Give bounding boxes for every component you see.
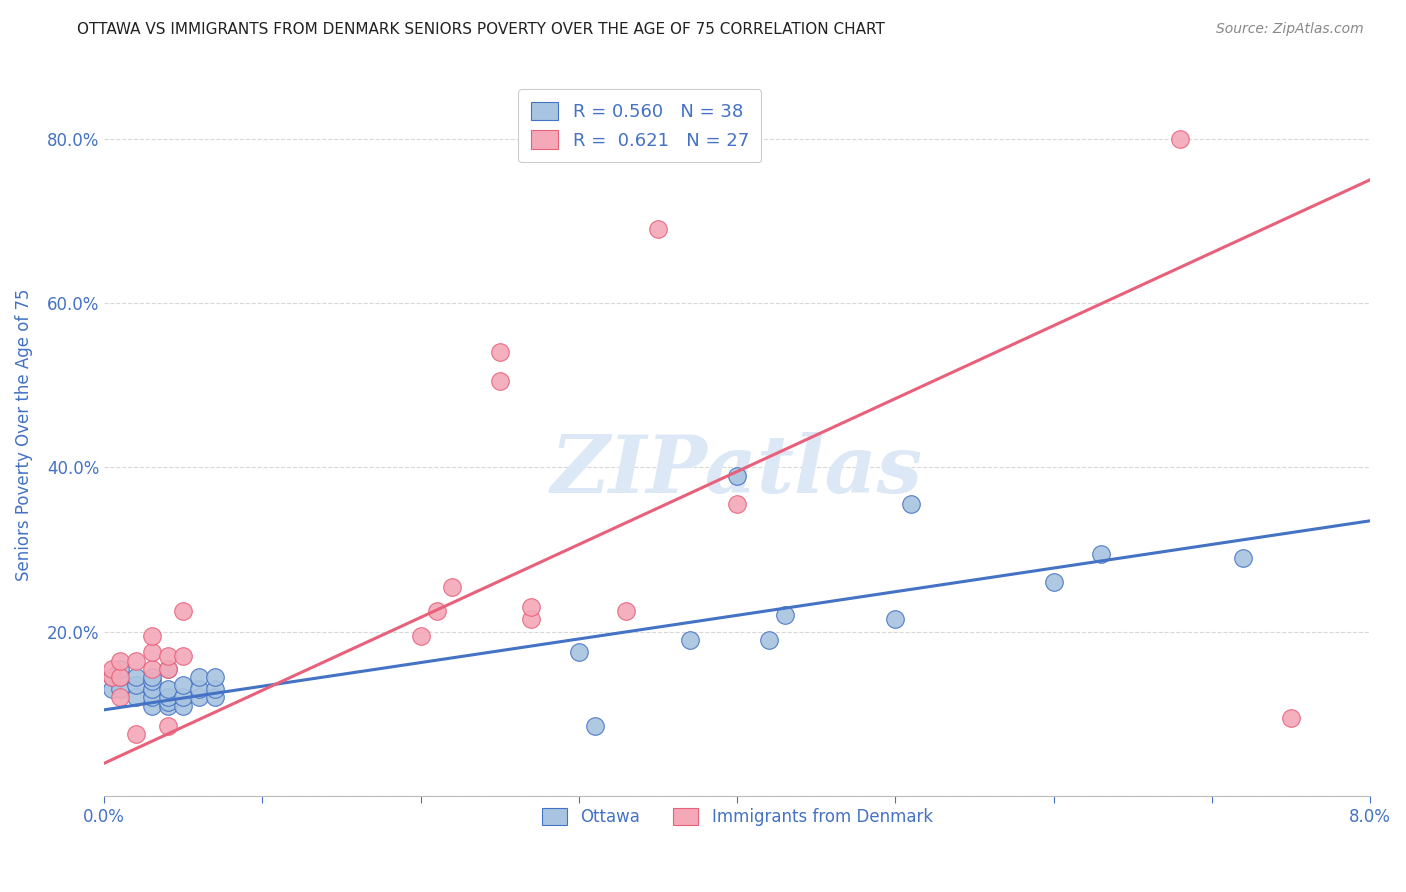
Point — [1168, 132, 1191, 146]
Point — [108, 682, 131, 697]
Point — [101, 682, 124, 697]
Point — [172, 604, 194, 618]
Point — [1232, 550, 1254, 565]
Point — [108, 670, 131, 684]
Text: Source: ZipAtlas.com: Source: ZipAtlas.com — [1216, 22, 1364, 37]
Point — [156, 649, 179, 664]
Point — [520, 600, 543, 615]
Point — [520, 612, 543, 626]
Point — [108, 653, 131, 667]
Point — [156, 719, 179, 733]
Point — [188, 682, 211, 697]
Point — [172, 690, 194, 705]
Point — [758, 632, 780, 647]
Point — [583, 719, 606, 733]
Point — [488, 345, 510, 359]
Point — [141, 682, 163, 697]
Point — [141, 629, 163, 643]
Point — [141, 690, 163, 705]
Point — [125, 727, 148, 741]
Point — [141, 698, 163, 713]
Point — [1090, 547, 1112, 561]
Point — [725, 497, 748, 511]
Point — [156, 682, 179, 697]
Point — [488, 374, 510, 388]
Point — [108, 690, 131, 705]
Point — [156, 662, 179, 676]
Point — [156, 695, 179, 709]
Legend: Ottawa, Immigrants from Denmark: Ottawa, Immigrants from Denmark — [533, 800, 941, 835]
Point — [425, 604, 447, 618]
Point — [156, 690, 179, 705]
Point — [188, 670, 211, 684]
Point — [884, 612, 907, 626]
Point — [409, 629, 432, 643]
Point — [616, 604, 638, 618]
Point — [647, 222, 669, 236]
Point — [125, 690, 148, 705]
Point — [773, 608, 796, 623]
Point — [1279, 711, 1302, 725]
Point — [125, 670, 148, 684]
Point — [125, 653, 148, 667]
Point — [101, 670, 124, 684]
Point — [172, 698, 194, 713]
Point — [141, 645, 163, 659]
Point — [141, 674, 163, 689]
Point — [204, 690, 226, 705]
Point — [125, 678, 148, 692]
Point — [568, 645, 591, 659]
Point — [172, 649, 194, 664]
Point — [108, 662, 131, 676]
Text: ZIPatlas: ZIPatlas — [551, 432, 924, 509]
Point — [188, 690, 211, 705]
Point — [725, 468, 748, 483]
Point — [204, 670, 226, 684]
Point — [172, 678, 194, 692]
Point — [141, 662, 163, 676]
Point — [1042, 575, 1064, 590]
Point — [441, 580, 464, 594]
Y-axis label: Seniors Poverty Over the Age of 75: Seniors Poverty Over the Age of 75 — [15, 288, 32, 581]
Point — [108, 670, 131, 684]
Point — [156, 698, 179, 713]
Point — [204, 682, 226, 697]
Point — [141, 670, 163, 684]
Text: OTTAWA VS IMMIGRANTS FROM DENMARK SENIORS POVERTY OVER THE AGE OF 75 CORRELATION: OTTAWA VS IMMIGRANTS FROM DENMARK SENIOR… — [77, 22, 886, 37]
Point — [101, 670, 124, 684]
Point — [101, 662, 124, 676]
Point — [679, 632, 702, 647]
Point — [156, 662, 179, 676]
Point — [900, 497, 922, 511]
